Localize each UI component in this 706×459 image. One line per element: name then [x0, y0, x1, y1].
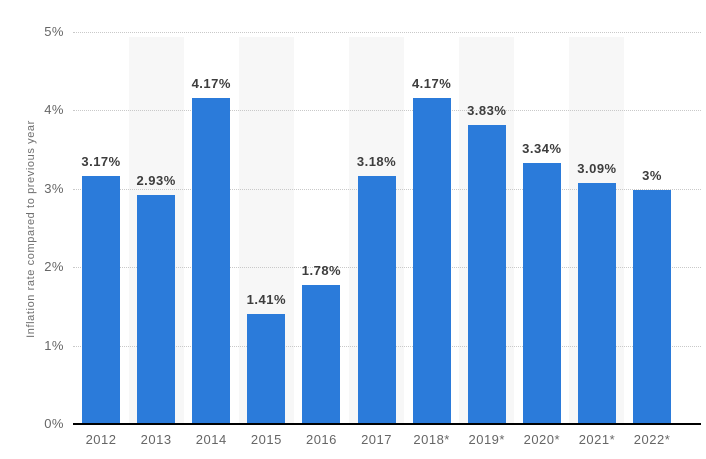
bar-value-label: 3.83%	[467, 102, 507, 118]
x-tick-label: 2012	[85, 432, 117, 447]
x-tick-label: 2016	[305, 432, 337, 447]
x-tick-label: 2017	[361, 432, 392, 447]
bar-value-label: 3.17%	[81, 154, 121, 170]
bar-value-label: 2.93%	[136, 173, 176, 189]
bar-value-label: 3.34%	[522, 141, 562, 157]
bar[interactable]	[137, 195, 176, 425]
bar[interactable]	[522, 163, 561, 425]
bar[interactable]	[577, 182, 616, 425]
bar-value-label: 3.18%	[356, 153, 397, 169]
y-tick-label: 3%	[44, 180, 64, 196]
y-tick-label: 5%	[44, 24, 64, 39]
x-tick-label: 2022*	[633, 432, 671, 447]
bar[interactable]	[302, 285, 341, 425]
bar[interactable]	[633, 189, 672, 425]
bar[interactable]	[357, 175, 396, 425]
bar-value-label: 4.17%	[411, 76, 452, 92]
x-axis-line	[73, 423, 701, 425]
bar[interactable]	[467, 124, 506, 425]
x-tick-label: 2021*	[578, 432, 616, 447]
gridline	[73, 110, 701, 112]
bar-value-label: 1.41%	[246, 292, 287, 308]
y-tick-label: 4%	[44, 102, 64, 118]
y-axis-title: Inflation rate compared to previous year	[25, 120, 37, 338]
gridline	[73, 32, 701, 33]
y-tick-label: 0%	[44, 416, 64, 431]
y-tick-label: 2%	[44, 259, 64, 275]
bar[interactable]	[412, 98, 451, 425]
x-tick-label: 2014	[195, 432, 227, 447]
x-tick-label: 2015	[250, 432, 282, 447]
bar[interactable]	[82, 176, 121, 425]
bar-value-label: 1.78%	[301, 263, 342, 279]
bar-value-label: 3.09%	[577, 160, 617, 176]
y-tick-label: 1%	[44, 337, 64, 353]
x-tick-label: 2019*	[468, 432, 505, 447]
bar[interactable]	[192, 98, 231, 425]
bar-value-label: 3%	[642, 167, 662, 183]
bar[interactable]	[247, 314, 286, 425]
bar-value-label: 4.17%	[191, 76, 231, 92]
x-tick-label: 2020*	[523, 432, 561, 447]
x-tick-label: 2013	[140, 432, 172, 447]
x-tick-label: 2018*	[413, 432, 450, 447]
